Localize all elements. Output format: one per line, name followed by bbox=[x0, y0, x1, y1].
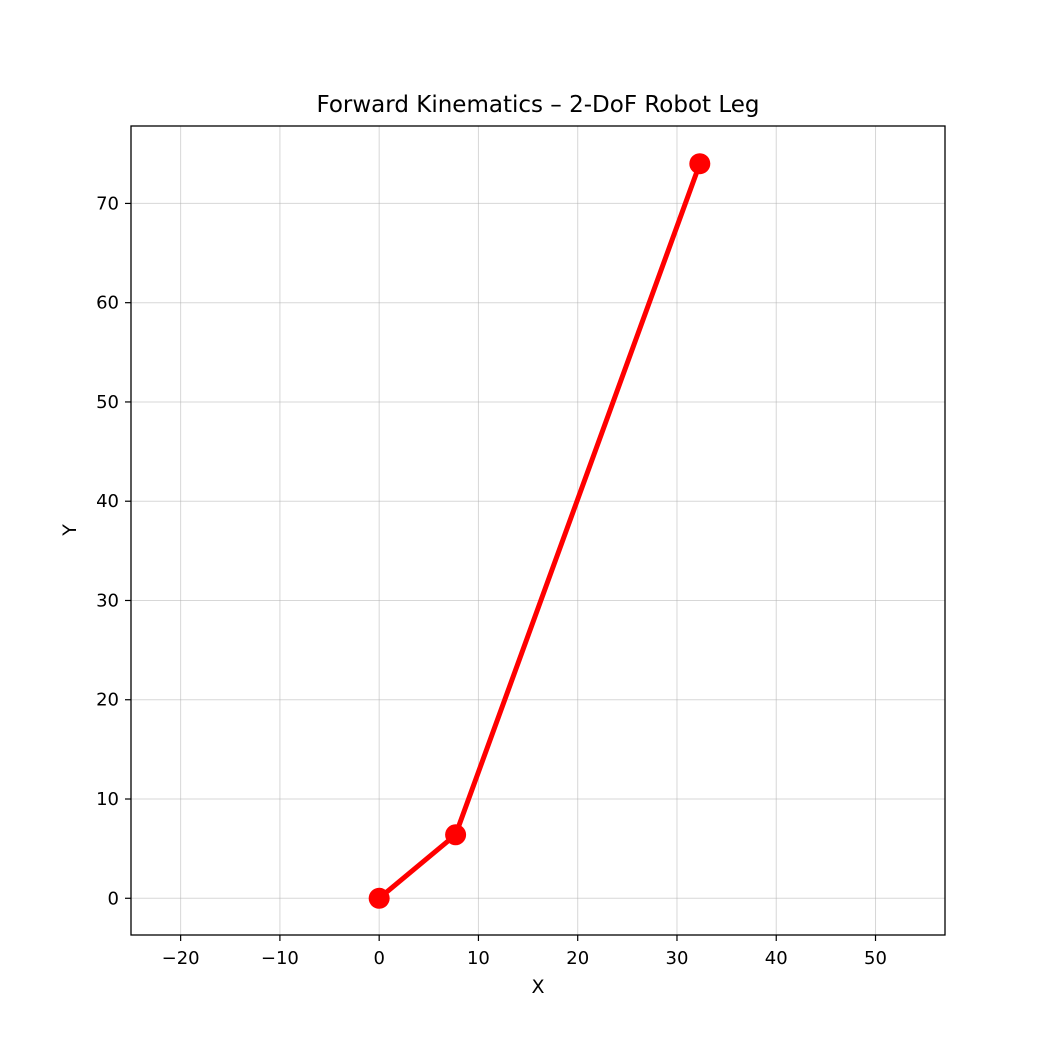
y-tick-label: 30 bbox=[96, 590, 119, 611]
y-tick-label: 0 bbox=[108, 888, 119, 909]
y-axis: 0 10 20 30 40 50 60 70 bbox=[96, 193, 131, 909]
y-tick-label: 10 bbox=[96, 789, 119, 810]
x-tick-label: −20 bbox=[162, 948, 200, 969]
leg-link-line bbox=[376, 161, 703, 901]
joint-marker bbox=[689, 153, 711, 175]
x-tick-label: 0 bbox=[373, 948, 384, 969]
joint-marker bbox=[368, 887, 390, 909]
y-tick-label: 60 bbox=[96, 293, 119, 314]
x-axis-label: X bbox=[531, 976, 544, 998]
y-tick-label: 70 bbox=[96, 193, 119, 214]
joint-marker bbox=[445, 824, 467, 846]
y-tick-label: 20 bbox=[96, 690, 119, 711]
y-axis-label: Y bbox=[59, 524, 81, 537]
x-tick-label: 10 bbox=[467, 948, 490, 969]
x-tick-label: −10 bbox=[261, 948, 299, 969]
grid bbox=[131, 126, 945, 935]
x-axis: −20 −10 0 10 20 30 40 50 bbox=[162, 935, 887, 969]
y-tick-label: 50 bbox=[96, 392, 119, 413]
chart-title: Forward Kinematics – 2-DoF Robot Leg bbox=[316, 92, 759, 118]
series-layer bbox=[368, 153, 711, 909]
x-tick-label: 50 bbox=[864, 948, 887, 969]
x-tick-label: 30 bbox=[666, 948, 689, 969]
x-tick-label: 40 bbox=[765, 948, 788, 969]
y-tick-label: 40 bbox=[96, 491, 119, 512]
x-tick-label: 20 bbox=[566, 948, 589, 969]
plot-frame bbox=[130, 125, 946, 936]
